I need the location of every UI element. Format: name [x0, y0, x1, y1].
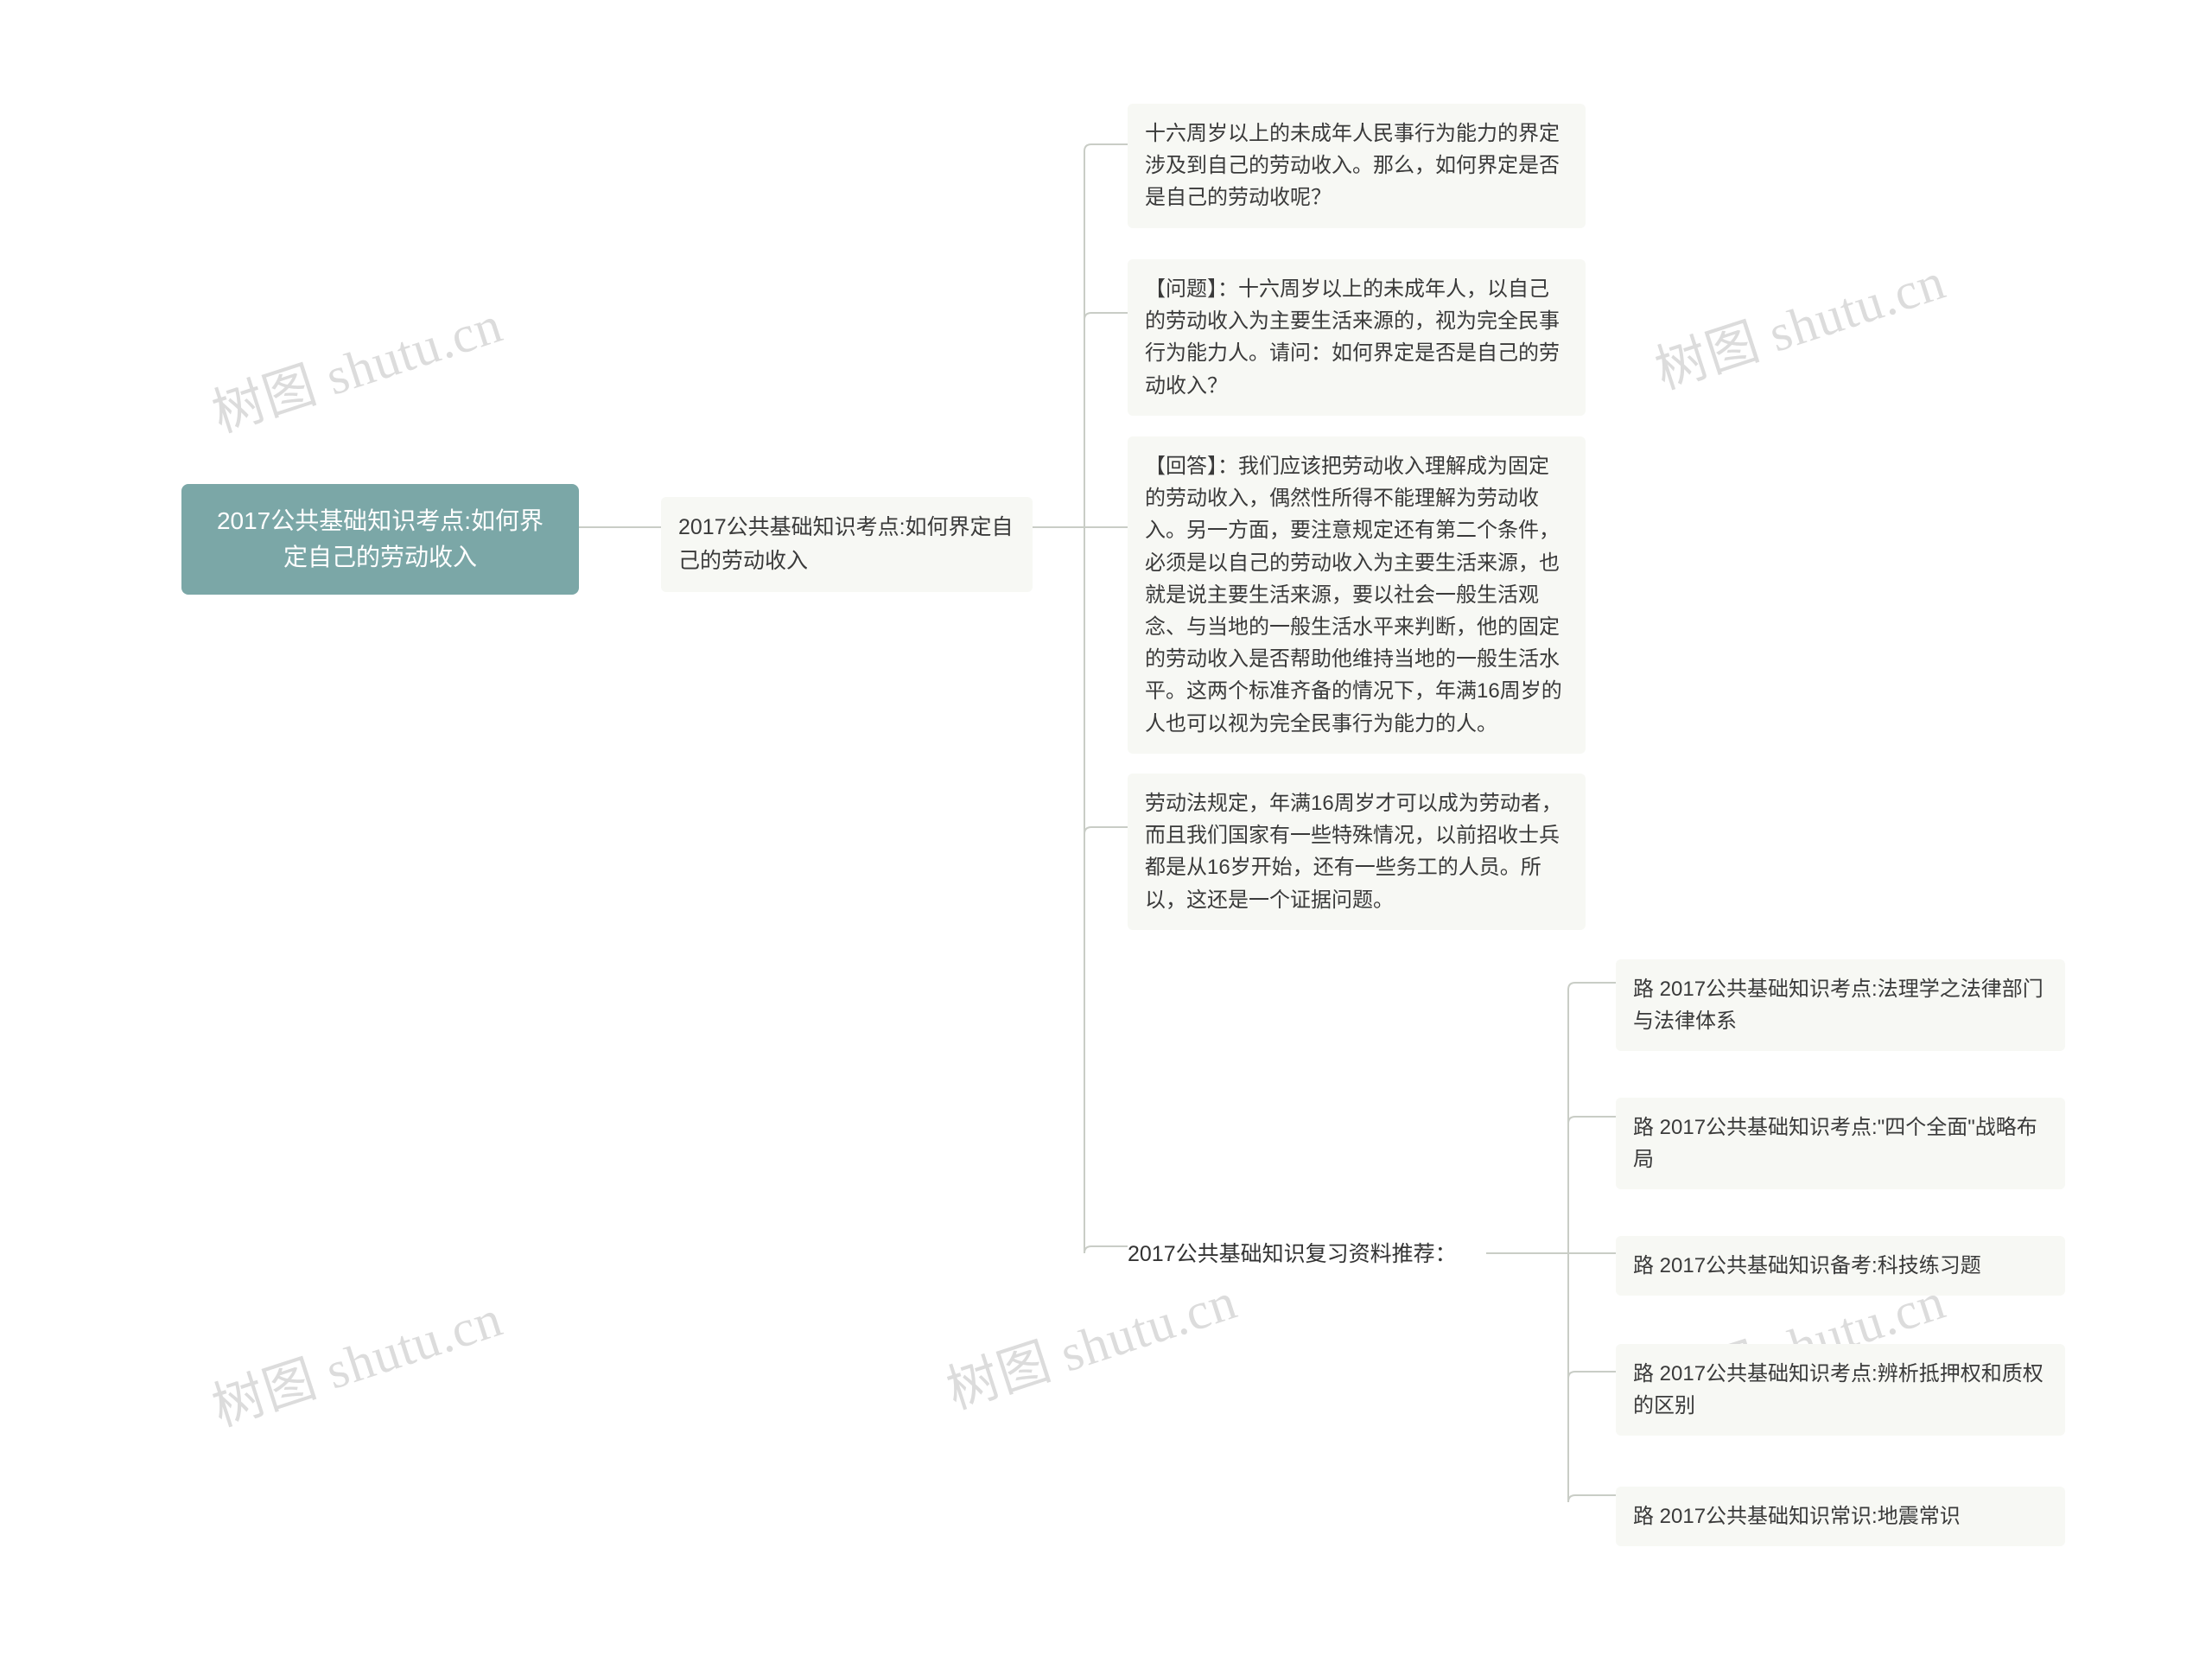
node-label: 路 2017公共基础知识考点:法理学之法律部门与法律体系 — [1633, 978, 2044, 1033]
mindmap-node-l4[interactable]: 路 2017公共基础知识备考:科技练习题 — [1616, 1236, 2065, 1296]
mindmap-node-l4[interactable]: 路 2017公共基础知识考点:"四个全面"战略布局 — [1616, 1098, 2065, 1189]
node-label: 【问题】：十六周岁以上的未成年人，以自己的劳动收入为主要生活来源的，视为完全民事… — [1145, 277, 1560, 398]
node-label: 十六周岁以上的未成年人民事行为能力的界定涉及到自己的劳动收入。那么，如何界定是否… — [1145, 122, 1560, 209]
mindmap-node-l3[interactable]: 劳动法规定，年满16周岁才可以成为劳动者，而且我们国家有一些特殊情况，以前招收士… — [1128, 774, 1586, 930]
mindmap-root[interactable]: 2017公共基础知识考点:如何界定自己的劳动收入 — [181, 484, 579, 595]
watermark: 树图 shutu.cn — [1644, 239, 1954, 404]
node-label: 2017公共基础知识考点:如何界定自己的劳动收入 — [678, 515, 1014, 573]
mindmap-node-l3[interactable]: 十六周岁以上的未成年人民事行为能力的界定涉及到自己的劳动收入。那么，如何界定是否… — [1128, 104, 1586, 228]
mindmap-node-l2[interactable]: 2017公共基础知识考点:如何界定自己的劳动收入 — [661, 497, 1033, 592]
mindmap-node-l4[interactable]: 路 2017公共基础知识常识:地震常识 — [1616, 1487, 2065, 1546]
watermark: 树图 shutu.cn — [936, 1259, 1245, 1424]
mindmap-node-l4[interactable]: 路 2017公共基础知识考点:辨析抵押权和质权的区别 — [1616, 1344, 2065, 1436]
mindmap-node-l3[interactable]: 【回答】：我们应该把劳动收入理解成为固定的劳动收入，偶然性所得不能理解为劳动收入… — [1128, 436, 1586, 754]
node-label: 路 2017公共基础知识考点:"四个全面"战略布局 — [1633, 1116, 2037, 1171]
node-label: 2017公共基础知识复习资料推荐： — [1128, 1242, 1457, 1266]
node-label: 劳动法规定，年满16周岁才可以成为劳动者，而且我们国家有一些特殊情况，以前招收士… — [1145, 792, 1562, 912]
mindmap-node-l3-plain[interactable]: 2017公共基础知识复习资料推荐： — [1128, 1238, 1491, 1271]
watermark: 树图 shutu.cn — [201, 1277, 511, 1441]
node-label: 路 2017公共基础知识常识:地震常识 — [1633, 1505, 1961, 1528]
node-label: 【回答】：我们应该把劳动收入理解成为固定的劳动收入，偶然性所得不能理解为劳动收入… — [1145, 455, 1562, 736]
watermark: 树图 shutu.cn — [201, 283, 511, 447]
node-label: 路 2017公共基础知识考点:辨析抵押权和质权的区别 — [1633, 1362, 2044, 1417]
mindmap-node-l3[interactable]: 【问题】：十六周岁以上的未成年人，以自己的劳动收入为主要生活来源的，视为完全民事… — [1128, 259, 1586, 416]
root-label: 2017公共基础知识考点:如何界定自己的劳动收入 — [217, 507, 543, 570]
node-label: 路 2017公共基础知识备考:科技练习题 — [1633, 1254, 1981, 1277]
mindmap-node-l4[interactable]: 路 2017公共基础知识考点:法理学之法律部门与法律体系 — [1616, 959, 2065, 1051]
